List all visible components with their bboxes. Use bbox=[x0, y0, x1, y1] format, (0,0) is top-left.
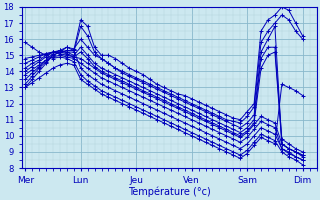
X-axis label: Température (°c): Température (°c) bbox=[128, 186, 211, 197]
